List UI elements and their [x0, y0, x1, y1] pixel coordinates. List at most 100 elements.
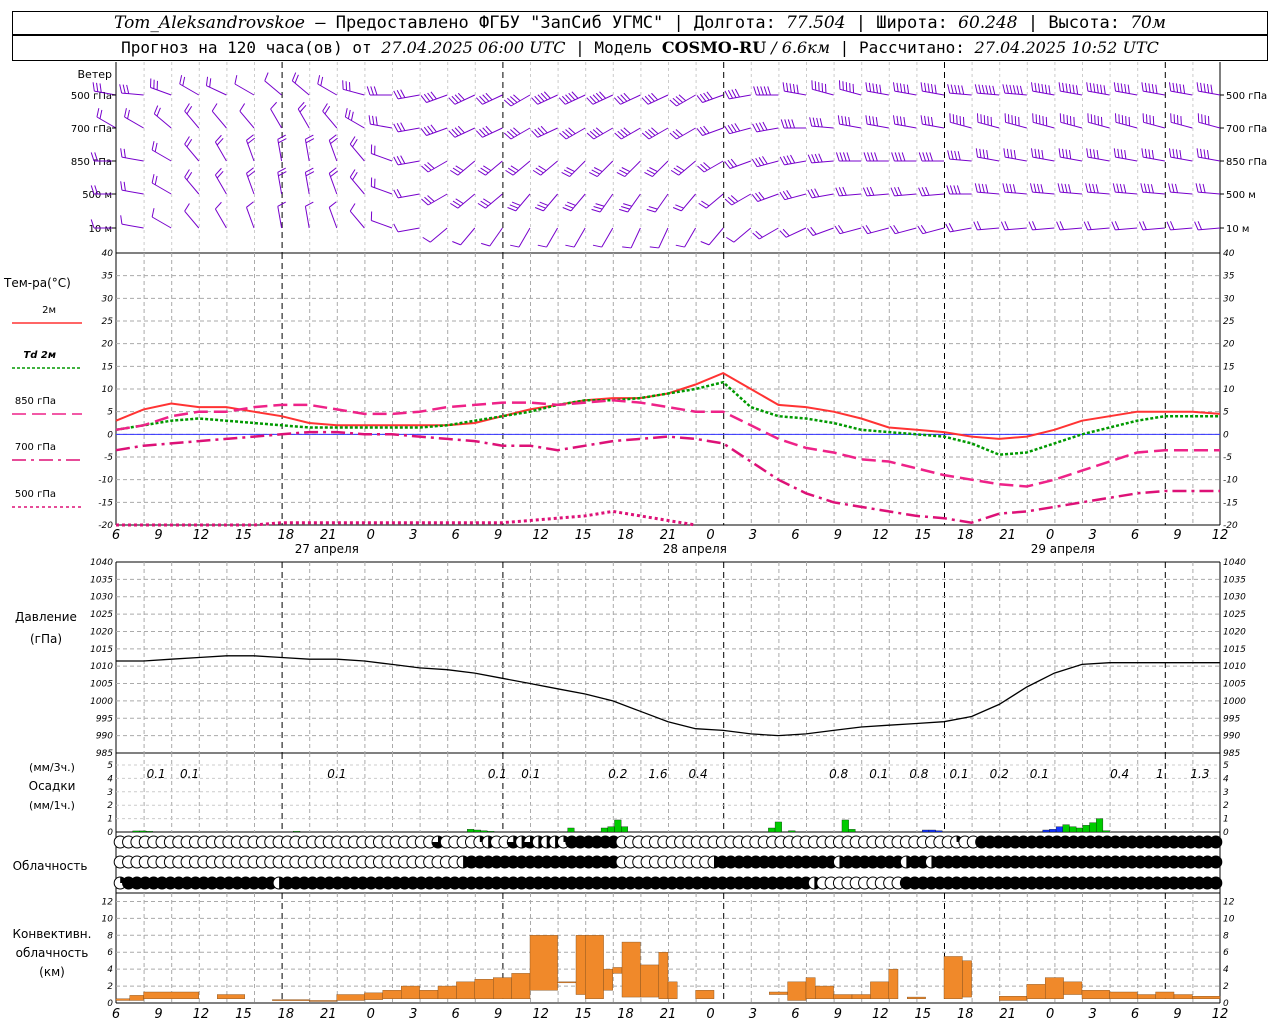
wind-barb-feather	[1124, 84, 1127, 94]
wind-barb-feather	[724, 161, 731, 169]
wind-barb-feather	[182, 76, 186, 86]
wind-barb-feather	[96, 108, 100, 118]
wind-barb-feather	[448, 97, 456, 105]
wind-barb-feather	[123, 181, 126, 191]
precip-bar	[1055, 826, 1063, 833]
resolution-sep: /	[766, 38, 782, 57]
wind-barb-staff	[482, 94, 503, 105]
wind-barb-staff	[460, 227, 476, 246]
wind-barb	[1029, 183, 1055, 195]
wind-barb-feather	[1075, 85, 1079, 95]
wind-barb-staff	[184, 176, 200, 195]
wind-barb-staff	[812, 227, 834, 236]
wind-barb-feather	[209, 78, 212, 88]
wind-barb	[1167, 183, 1193, 195]
precip-3h-label: 0.1	[521, 767, 540, 781]
wind-barb-feather	[1174, 183, 1178, 193]
longitude-label: | Долгота:	[663, 13, 787, 33]
wind-barb-feather	[589, 130, 598, 138]
wind-barb-feather	[1175, 83, 1179, 93]
wind-barb-feather	[791, 119, 796, 129]
wind-barb-feather	[751, 194, 759, 202]
temp-axis-tick-label: 15	[575, 528, 592, 543]
wind-barb-feather	[457, 92, 465, 101]
wind-barb	[806, 226, 834, 236]
wind-barb-feather	[593, 167, 603, 173]
wind-barb-feather	[540, 125, 548, 134]
wind-barb-feather	[427, 92, 434, 101]
conv-axis-tick-label: 3	[409, 1007, 417, 1022]
temp-axis-tick-label: 12	[532, 528, 549, 543]
wind-barb-feather	[120, 215, 123, 225]
wind-barb-feather	[842, 152, 847, 162]
wind-barb-feather	[947, 84, 951, 94]
wind-barb-feather	[479, 95, 487, 104]
wind-barb-feather	[779, 191, 786, 200]
forecast-start: 27.04.2025 06:00 UTC	[381, 38, 566, 57]
wind-barb-feather	[891, 152, 895, 162]
conv-bar	[1109, 991, 1138, 999]
wind-barb	[834, 224, 862, 235]
wind-barb-feather	[1003, 148, 1006, 158]
wind-barb	[562, 193, 586, 212]
wind-barb	[1085, 183, 1110, 195]
wind-barb-feather	[510, 244, 520, 248]
wind-barb-feather	[752, 232, 760, 240]
precip-ytick-right: 5	[1223, 761, 1229, 771]
wind-barb-feather	[1143, 183, 1147, 193]
wind-barb-feather	[673, 167, 682, 174]
temp-axis-tick-label: 9	[494, 528, 502, 543]
temp-axis-tick-label: 15	[914, 528, 931, 543]
wind-barb-feather	[396, 189, 402, 198]
wind-barb-staff	[756, 127, 779, 133]
wind-barb-feather	[865, 224, 872, 234]
wind-barb-staff	[949, 158, 972, 162]
wind-barb-feather	[396, 156, 402, 165]
wind-barb	[614, 127, 641, 140]
wind-barb	[698, 193, 724, 209]
wind-barb-feather	[1171, 183, 1175, 193]
wind-barb-feather	[215, 134, 222, 143]
wind-barb-staff	[317, 83, 338, 96]
wind-barb-staff	[371, 153, 393, 162]
wind-barb	[1168, 82, 1193, 96]
wind-barb-feather	[756, 86, 761, 96]
wind-barb-staff	[977, 156, 1000, 162]
wind-barb	[184, 169, 200, 195]
wind-barb	[393, 155, 420, 166]
wind-barb-feather	[475, 130, 483, 138]
wind-barb-feather	[809, 117, 813, 127]
wind-barb-feather	[349, 169, 356, 178]
wind-barb-staff	[343, 88, 365, 96]
wind-barb-staff	[510, 127, 531, 140]
wind-barb	[862, 224, 889, 235]
wind-barb-staff	[96, 116, 117, 129]
wind-barb	[151, 141, 172, 162]
wind-barb-feather	[277, 167, 286, 173]
wind-barb-feather	[724, 125, 730, 134]
wind-barb-feather	[349, 136, 356, 145]
wind-barb	[393, 122, 420, 133]
wind-barb-staff	[1060, 121, 1083, 129]
wind-barb	[920, 115, 945, 129]
wind-barb-feather	[675, 204, 684, 209]
wind-barb-staff	[1142, 191, 1165, 195]
wind-barb-feather	[811, 154, 816, 163]
precip-bar	[145, 831, 153, 833]
wind-barb-staff	[328, 207, 338, 229]
wind-barb-feather	[278, 171, 287, 177]
wind-barb	[974, 84, 1000, 96]
wind-barb-feather	[894, 152, 899, 162]
wind-barb-feather	[927, 116, 930, 126]
wind-barb-feather	[921, 187, 927, 196]
wind-barb-feather	[892, 115, 896, 125]
wind-barb-feather	[565, 244, 575, 248]
conv-ytick-left: 8	[107, 931, 113, 941]
conv-bar	[511, 973, 531, 999]
wind-barb-feather	[953, 185, 958, 195]
wind-barb-staff	[246, 173, 255, 195]
wind-barb	[304, 134, 315, 162]
wind-barb	[370, 177, 393, 195]
wind-barb	[1112, 183, 1138, 195]
conv-bar	[1173, 994, 1193, 999]
